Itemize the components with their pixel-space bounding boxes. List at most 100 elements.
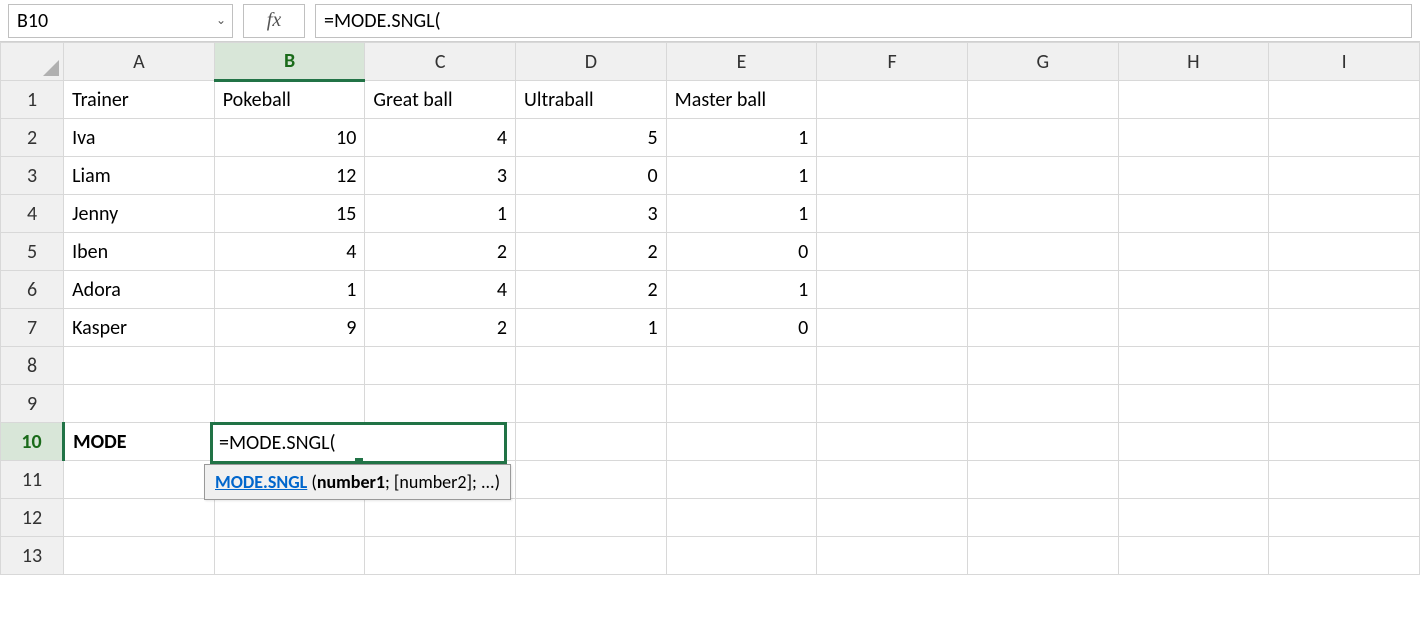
cell-H11[interactable]: [1118, 461, 1269, 499]
cell-A4[interactable]: Jenny: [64, 195, 215, 233]
cell-H8[interactable]: [1118, 347, 1269, 385]
cell-A9[interactable]: [64, 385, 215, 423]
column-header-E[interactable]: E: [666, 43, 817, 81]
cell-F13[interactable]: [817, 537, 968, 575]
cell-H2[interactable]: [1118, 119, 1269, 157]
cell-A12[interactable]: [64, 499, 215, 537]
cell-C8[interactable]: [365, 347, 516, 385]
row-header-3[interactable]: 3: [1, 157, 64, 195]
tooltip-function-link[interactable]: MODE.SNGL: [215, 471, 307, 493]
cell-B4[interactable]: 15: [214, 195, 365, 233]
cell-F6[interactable]: [817, 271, 968, 309]
cell-I7[interactable]: [1269, 309, 1420, 347]
row-header-6[interactable]: 6: [1, 271, 64, 309]
cell-E6[interactable]: 1: [666, 271, 817, 309]
cell-C13[interactable]: [365, 537, 516, 575]
cell-A6[interactable]: Adora: [64, 271, 215, 309]
cell-F12[interactable]: [817, 499, 968, 537]
cell-C1[interactable]: Great ball: [365, 81, 516, 119]
cell-C5[interactable]: 2: [365, 233, 516, 271]
row-header-8[interactable]: 8: [1, 347, 64, 385]
fx-button[interactable]: fx: [243, 4, 305, 38]
row-header-12[interactable]: 12: [1, 499, 64, 537]
cell-D2[interactable]: 5: [516, 119, 667, 157]
cell-B12[interactable]: [214, 499, 365, 537]
cell-E7[interactable]: 0: [666, 309, 817, 347]
column-header-I[interactable]: I: [1269, 43, 1420, 81]
cell-F8[interactable]: [817, 347, 968, 385]
cell-C9[interactable]: [365, 385, 516, 423]
cell-H5[interactable]: [1118, 233, 1269, 271]
cell-I5[interactable]: [1269, 233, 1420, 271]
chevron-down-icon[interactable]: ⌄: [216, 13, 226, 28]
cell-A5[interactable]: Iben: [64, 233, 215, 271]
cell-E10[interactable]: [666, 423, 817, 461]
row-header-2[interactable]: 2: [1, 119, 64, 157]
cell-E8[interactable]: [666, 347, 817, 385]
cell-B6[interactable]: 1: [214, 271, 365, 309]
row-header-4[interactable]: 4: [1, 195, 64, 233]
column-header-A[interactable]: A: [64, 43, 215, 81]
cell-C3[interactable]: 3: [365, 157, 516, 195]
cell-C6[interactable]: 4: [365, 271, 516, 309]
formula-input[interactable]: =MODE.SNGL(: [315, 4, 1412, 38]
cell-F5[interactable]: [817, 233, 968, 271]
cell-I2[interactable]: [1269, 119, 1420, 157]
name-box[interactable]: B10 ⌄: [8, 4, 233, 38]
cell-E2[interactable]: 1: [666, 119, 817, 157]
cell-A2[interactable]: Iva: [64, 119, 215, 157]
cell-G7[interactable]: [967, 309, 1118, 347]
row-header-11[interactable]: 11: [1, 461, 64, 499]
cell-B7[interactable]: 9: [214, 309, 365, 347]
cell-H7[interactable]: [1118, 309, 1269, 347]
cell-F1[interactable]: [817, 81, 968, 119]
cell-A11[interactable]: [64, 461, 215, 499]
cell-F7[interactable]: [817, 309, 968, 347]
cell-I9[interactable]: [1269, 385, 1420, 423]
cell-H1[interactable]: [1118, 81, 1269, 119]
cell-I6[interactable]: [1269, 271, 1420, 309]
cell-E13[interactable]: [666, 537, 817, 575]
cell-I3[interactable]: [1269, 157, 1420, 195]
cell-F10[interactable]: [817, 423, 968, 461]
cell-G2[interactable]: [967, 119, 1118, 157]
cell-F3[interactable]: [817, 157, 968, 195]
row-header-7[interactable]: 7: [1, 309, 64, 347]
cell-A10[interactable]: MODE: [64, 423, 215, 461]
cell-B1[interactable]: Pokeball: [214, 81, 365, 119]
cell-E5[interactable]: 0: [666, 233, 817, 271]
cell-F9[interactable]: [817, 385, 968, 423]
cell-I8[interactable]: [1269, 347, 1420, 385]
cell-B9[interactable]: [214, 385, 365, 423]
cell-A7[interactable]: Kasper: [64, 309, 215, 347]
cell-G8[interactable]: [967, 347, 1118, 385]
spreadsheet-grid[interactable]: ABCDEFGHI1TrainerPokeballGreat ballUltra…: [0, 42, 1420, 575]
cell-D1[interactable]: Ultraball: [516, 81, 667, 119]
select-all-corner[interactable]: [1, 43, 64, 81]
row-header-9[interactable]: 9: [1, 385, 64, 423]
cell-F11[interactable]: [817, 461, 968, 499]
cell-I10[interactable]: [1269, 423, 1420, 461]
column-header-G[interactable]: G: [967, 43, 1118, 81]
cell-E4[interactable]: 1: [666, 195, 817, 233]
cell-B13[interactable]: [214, 537, 365, 575]
cell-H6[interactable]: [1118, 271, 1269, 309]
cell-D4[interactable]: 3: [516, 195, 667, 233]
column-header-B[interactable]: B: [214, 43, 365, 81]
cell-A1[interactable]: Trainer: [64, 81, 215, 119]
cell-D9[interactable]: [516, 385, 667, 423]
cell-H12[interactable]: [1118, 499, 1269, 537]
cell-editor[interactable]: =MODE.SNGL(: [210, 422, 507, 464]
cell-E1[interactable]: Master ball: [666, 81, 817, 119]
cell-D11[interactable]: [516, 461, 667, 499]
row-header-5[interactable]: 5: [1, 233, 64, 271]
cell-A13[interactable]: [64, 537, 215, 575]
cell-H10[interactable]: [1118, 423, 1269, 461]
row-header-1[interactable]: 1: [1, 81, 64, 119]
cell-D5[interactable]: 2: [516, 233, 667, 271]
cell-G3[interactable]: [967, 157, 1118, 195]
cell-A3[interactable]: Liam: [64, 157, 215, 195]
cell-I4[interactable]: [1269, 195, 1420, 233]
cell-E11[interactable]: [666, 461, 817, 499]
cell-F2[interactable]: [817, 119, 968, 157]
